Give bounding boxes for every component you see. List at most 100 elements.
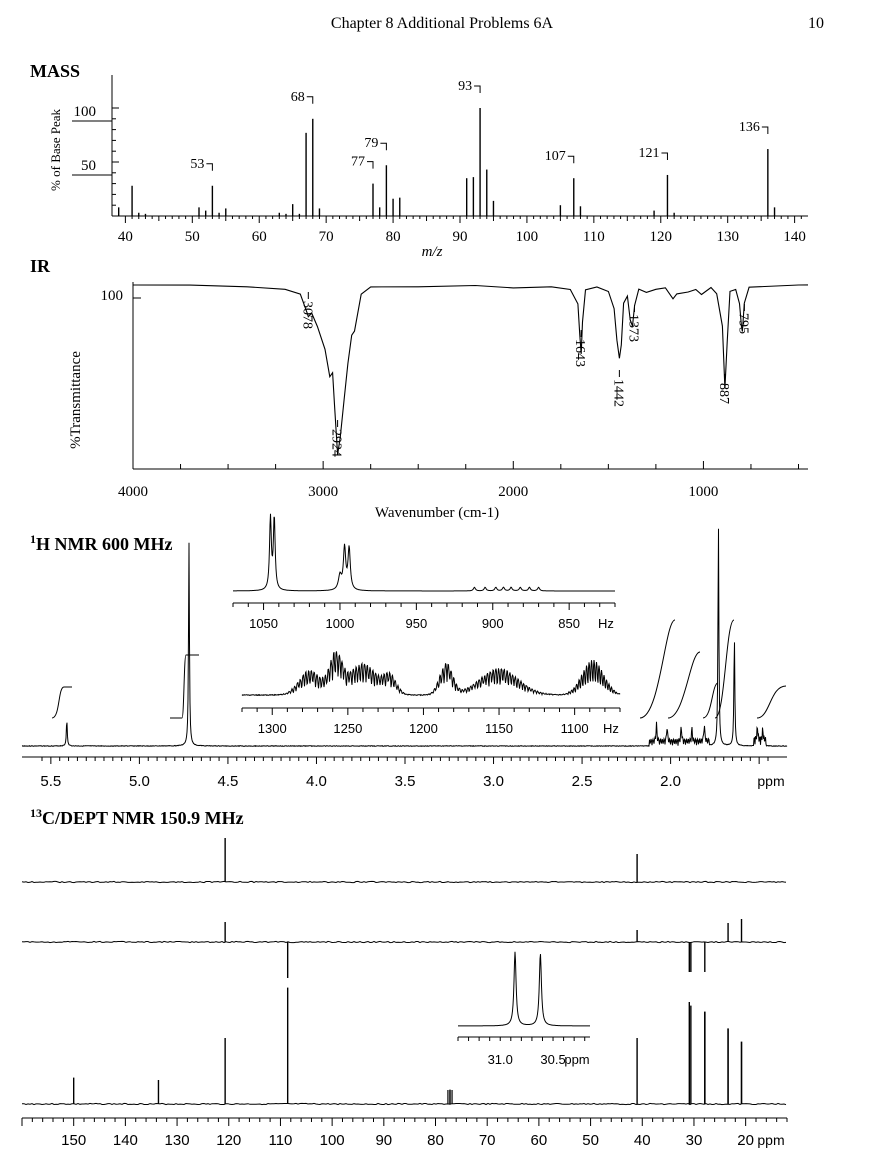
ir-x-tick-label: 4000 — [118, 484, 148, 500]
hnmr-title: 1H NMR 600 MHz — [30, 532, 172, 554]
hnmr-integral — [756, 685, 787, 719]
mass-peak-label-leader — [567, 155, 575, 164]
mass-peak-label: 107 — [545, 149, 566, 164]
hnmr-trace — [21, 528, 788, 748]
ir-band-label: 2924 — [329, 429, 344, 457]
mass-peak-label-leader — [474, 85, 481, 93]
hnmr-inset2-unit: Hz — [603, 721, 619, 736]
ir-band-label: 887 — [716, 383, 731, 404]
cnmr-x-unit: ppm — [757, 1132, 784, 1148]
mass-peak-label-leader — [206, 163, 213, 171]
hnmr-x-tick-label: 2.5 — [572, 773, 593, 790]
cnmr-title-superscript: 13 — [30, 806, 42, 820]
mass-x-tick-label: 70 — [319, 229, 334, 245]
mass-x-label: m/z — [422, 244, 443, 260]
mass-peak-label: 93 — [458, 79, 472, 94]
cnmr-x-tick-label: 110 — [268, 1132, 292, 1149]
hnmr-inset2-tick-label: 1150 — [485, 721, 513, 736]
cnmr-x-tick-label: 150 — [61, 1132, 86, 1149]
hnmr-integral — [667, 651, 701, 719]
cnmr-x-tick-label: 60 — [531, 1132, 548, 1149]
cnmr-inset-trace — [458, 951, 590, 1027]
ir-x-tick-label: 3000 — [308, 484, 338, 500]
hnmr-inset1-tick-label: 1000 — [325, 616, 354, 631]
hnmr-inset2-tick-label: 1250 — [333, 721, 362, 736]
mass-peak-label: 53 — [190, 157, 204, 172]
hnmr-integral — [51, 686, 72, 719]
ir-band-label: 1373 — [626, 314, 641, 342]
cnmr-x-tick-label: 70 — [479, 1132, 496, 1149]
mass-x-tick-label: 130 — [716, 229, 739, 245]
ir-band-label-group: 887 — [716, 374, 731, 404]
ir-band-label-group: 1442 — [610, 370, 625, 407]
mass-x-tick-label: 140 — [783, 229, 806, 245]
hnmr-integral — [170, 654, 199, 719]
mass-x-tick-label: 50 — [185, 229, 200, 245]
ir-band-label-group: 3078 — [299, 292, 314, 329]
mass-peak-label: 79 — [364, 136, 378, 151]
hnmr-inset2-tick-label: 1300 — [258, 721, 287, 736]
dept90-baseline — [21, 880, 787, 884]
hnmr-x-tick-label: 4.5 — [217, 773, 238, 790]
mass-peak-label-leader — [380, 142, 387, 151]
mass-x-tick-label: 110 — [583, 229, 605, 245]
mass-x-tick-label: 90 — [453, 229, 468, 245]
mass-peak-label-leader — [306, 96, 314, 104]
cnmr-x-tick-label: 50 — [582, 1132, 599, 1149]
ir-x-label: Wavenumber (cm-1) — [375, 505, 499, 521]
hnmr-inset1-unit: Hz — [598, 616, 614, 631]
ir-band-label-group: 795 — [735, 304, 750, 334]
cnmr-x-tick-label: 20 — [737, 1132, 754, 1149]
hnmr-integral — [702, 682, 719, 719]
mass-y-label: % of Base Peak — [48, 109, 63, 191]
ir-y-tick-label: 100 — [101, 288, 124, 304]
mass-title: MASS — [30, 61, 80, 81]
hnmr-inset1-trace — [233, 513, 615, 592]
page-title: Chapter 8 Additional Problems 6A — [330, 15, 554, 32]
cnmr-x-tick-label: 80 — [427, 1132, 444, 1149]
cnmr-baseline — [21, 1102, 787, 1106]
hnmr-inset1-tick-label: 900 — [482, 616, 504, 631]
ir-band-label: 1442 — [610, 379, 625, 407]
cnmr-inset-tick-label: 30.5 — [540, 1052, 565, 1067]
page-number: 10 — [808, 15, 824, 32]
cnmr-x-tick-label: 100 — [320, 1132, 345, 1149]
mass-peak-label: 68 — [291, 90, 305, 105]
mass-x-tick-label: 100 — [516, 229, 539, 245]
mass-y-tick-label: 50 — [81, 158, 96, 174]
mass-peak-label: 77 — [351, 155, 365, 170]
hnmr-x-tick-label: 5.5 — [40, 773, 61, 790]
ir-x-tick-label: 1000 — [688, 484, 718, 500]
mass-x-tick-label: 40 — [118, 229, 133, 245]
hnmr-title-superscript: 1 — [30, 532, 36, 546]
hnmr-x-tick-label: 4.0 — [306, 773, 327, 790]
hnmr-x-tick-label: 3.5 — [395, 773, 416, 790]
hnmr-inset2-tick-label: 1200 — [409, 721, 438, 736]
cnmr-x-tick-label: 120 — [216, 1132, 241, 1149]
cnmr-inset-tick-label: 31.0 — [488, 1052, 513, 1067]
mass-peak-label-leader — [761, 126, 769, 135]
cnmr-x-tick-label: 140 — [113, 1132, 138, 1149]
hnmr-integral — [639, 619, 676, 719]
mass-x-tick-label: 60 — [252, 229, 267, 245]
ir-band-label: 795 — [735, 313, 750, 334]
hnmr-inset2-tick-label: 1100 — [561, 721, 589, 736]
hnmr-inset2-trace — [241, 651, 621, 697]
cnmr-title: 13C/DEPT NMR 150.9 MHz — [30, 806, 244, 828]
ir-band-label: 1643 — [572, 339, 587, 367]
ir-band-label-group: 1373 — [626, 305, 641, 342]
hnmr-inset1-tick-label: 950 — [406, 616, 428, 631]
hnmr-integral — [714, 619, 735, 719]
cnmr-x-tick-label: 30 — [686, 1132, 703, 1149]
mass-x-tick-label: 80 — [386, 229, 401, 245]
ir-band-label: 3078 — [299, 301, 314, 329]
hnmr-x-tick-label: 2.0 — [660, 773, 681, 790]
cnmr-title-text: C/DEPT NMR 150.9 MHz — [42, 808, 244, 828]
cnmr-x-tick-label: 40 — [634, 1132, 651, 1149]
hnmr-inset1-tick-label: 850 — [558, 616, 580, 631]
hnmr-title-text: H NMR 600 MHz — [36, 534, 172, 554]
ir-title: IR — [30, 256, 51, 276]
hnmr-x-tick-label: 3.0 — [483, 773, 504, 790]
cnmr-x-tick-label: 130 — [165, 1132, 190, 1149]
